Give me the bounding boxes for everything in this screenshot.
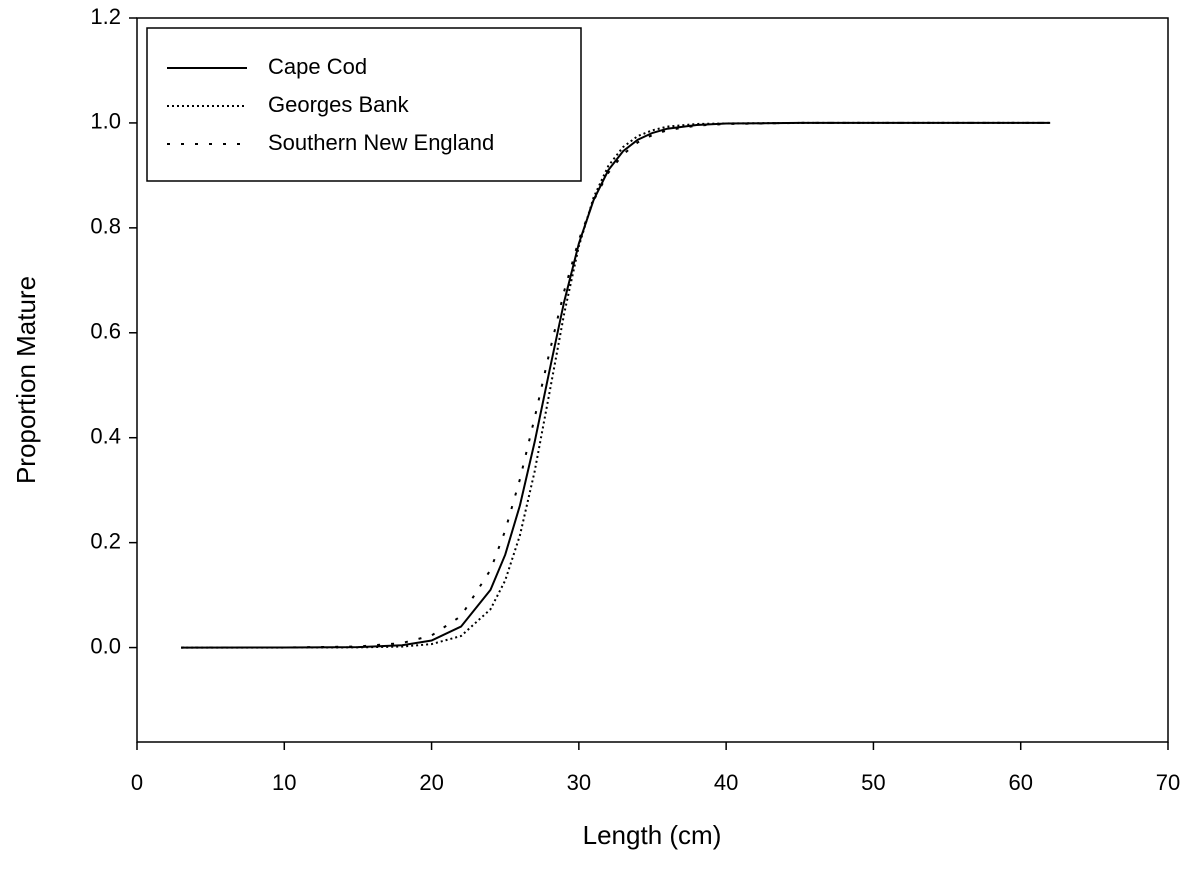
legend-label: Cape Cod — [268, 54, 367, 79]
x-tick-label: 20 — [419, 770, 443, 795]
legend-box — [146, 27, 582, 182]
plot-frame — [136, 17, 1169, 743]
y-axis-title: Proportion Mature — [11, 276, 41, 484]
y-tick-label: 0.0 — [90, 633, 121, 658]
x-tick-label: 0 — [131, 770, 143, 795]
series-line — [181, 121, 1051, 649]
legend-label: Southern New England — [268, 130, 494, 155]
y-tick-label: 0.8 — [90, 214, 121, 239]
y-tick-label: 0.6 — [90, 319, 121, 344]
x-tick-label: 70 — [1156, 770, 1180, 795]
x-tick-label: 50 — [861, 770, 885, 795]
series-line — [181, 121, 1051, 649]
x-tick-label: 40 — [714, 770, 738, 795]
x-axis-title: Length (cm) — [583, 820, 722, 850]
legend-label: Georges Bank — [268, 92, 410, 117]
x-tick-label: 10 — [272, 770, 296, 795]
series-line — [181, 121, 1051, 649]
y-tick-label: 1.0 — [90, 109, 121, 134]
y-tick-label: 0.4 — [90, 424, 121, 449]
x-tick-label: 30 — [567, 770, 591, 795]
y-tick-label: 1.2 — [90, 4, 121, 29]
x-tick-label: 60 — [1008, 770, 1032, 795]
y-tick-label: 0.2 — [90, 528, 121, 553]
